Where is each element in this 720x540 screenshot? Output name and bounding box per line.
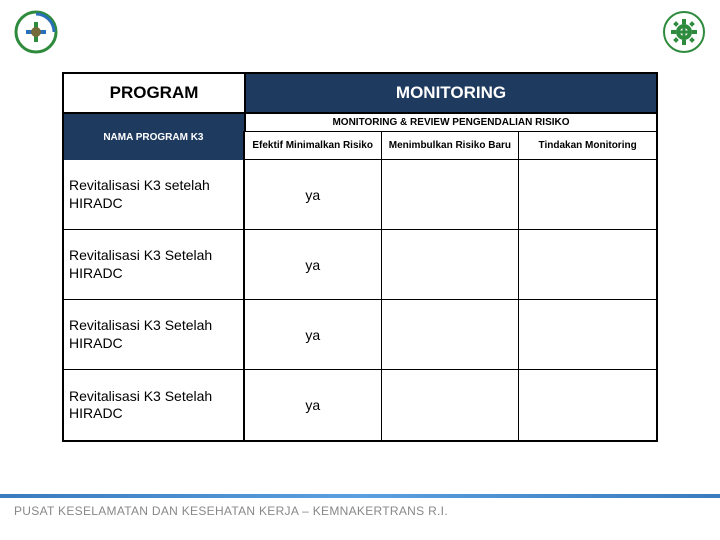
cell-tindakan: [518, 160, 656, 229]
table-row: Revitalisasi K3 Setelah HIRADC ya: [64, 230, 656, 300]
monitoring-table: PROGRAM MONITORING MONITORING & REVIEW P…: [62, 72, 658, 442]
cell-program-name: Revitalisasi K3 Setelah HIRADC: [64, 230, 243, 299]
col-header-monitoring: MONITORING: [244, 74, 656, 112]
col-header-tindakan: Tindakan Monitoring: [518, 132, 656, 159]
k3-logo: [662, 10, 706, 54]
cell-menimbulkan: [381, 160, 519, 229]
cell-menimbulkan: [381, 230, 519, 299]
table-row: Revitalisasi K3 setelah HIRADC ya: [64, 160, 656, 230]
table-header-row-1: PROGRAM MONITORING: [64, 74, 656, 114]
cell-efektif: ya: [243, 300, 381, 369]
cell-program-name: Revitalisasi K3 setelah HIRADC: [64, 160, 243, 229]
cell-program-name: Revitalisasi K3 Setelah HIRADC: [64, 300, 243, 369]
col-header-nama-program: NAMA PROGRAM K3: [64, 132, 243, 159]
footer: PUSAT KESELAMATAN DAN KESEHATAN KERJA – …: [0, 494, 720, 540]
table-row: Revitalisasi K3 Setelah HIRADC ya: [64, 300, 656, 370]
cell-menimbulkan: [381, 370, 519, 440]
col-header-program: PROGRAM: [64, 74, 244, 112]
hiperkes-logo: [14, 10, 58, 54]
col-header-review-merged: MONITORING & REVIEW PENGENDALIAN RISIKO: [244, 114, 656, 131]
table-row: Revitalisasi K3 Setelah HIRADC ya: [64, 370, 656, 440]
cell-efektif: ya: [243, 370, 381, 440]
cell-tindakan: [518, 230, 656, 299]
cell-program-name: Revitalisasi K3 Setelah HIRADC: [64, 370, 243, 440]
cell-efektif: ya: [243, 160, 381, 229]
table-header-row-3: NAMA PROGRAM K3 Efektif Minimalkan Risik…: [64, 132, 656, 160]
footer-text: PUSAT KESELAMATAN DAN KESEHATAN KERJA – …: [0, 498, 720, 518]
cell-tindakan: [518, 300, 656, 369]
cell-tindakan: [518, 370, 656, 440]
cell-efektif: ya: [243, 230, 381, 299]
col-header-menimbulkan: Menimbulkan Risiko Baru: [381, 132, 519, 159]
cell-menimbulkan: [381, 300, 519, 369]
col-header-efektif: Efektif Minimalkan Risiko: [243, 132, 381, 159]
